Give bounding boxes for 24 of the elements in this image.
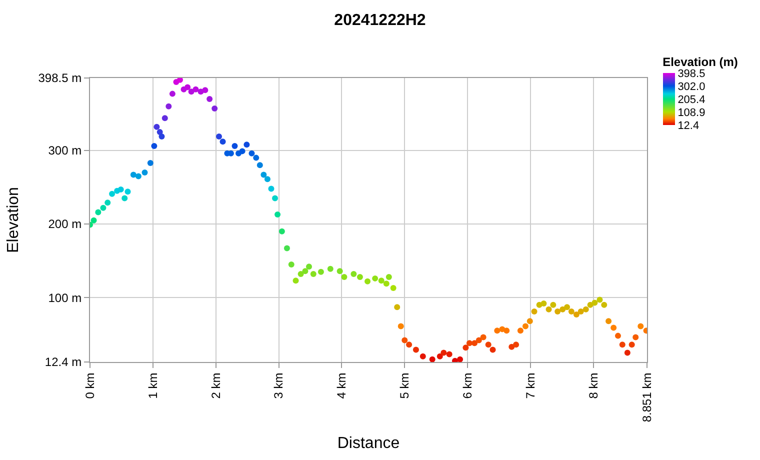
x-axis-title: Distance xyxy=(337,434,400,452)
y-tick-label: 100 m xyxy=(48,290,82,305)
x-tick-label: 5 km xyxy=(398,372,412,399)
x-tick-label: 2 km xyxy=(208,372,223,399)
color-bar-label: 12.4 xyxy=(678,120,700,132)
color-bar-title: Elevation (m) xyxy=(662,54,738,69)
x-tick-label: 8.851 km xyxy=(640,372,654,422)
x-tick-label: 7 km xyxy=(523,372,538,399)
y-tick-label: 398.5 m xyxy=(38,71,82,86)
y-tick-label: 300 m xyxy=(48,144,82,158)
color-bar-label: 398.5 xyxy=(678,68,706,80)
x-tick-label: 8 km xyxy=(586,372,600,399)
chart-title: 20241222H2 xyxy=(334,12,426,29)
color-bar-label: 302.0 xyxy=(678,80,706,93)
x-tick-label: 1 km xyxy=(146,372,160,399)
color-bar-label: 108.9 xyxy=(678,106,706,119)
y-tick-label: 12.4 m xyxy=(44,355,82,370)
x-tick-label: 3 km xyxy=(272,372,286,399)
x-tick-label: 6 km xyxy=(460,372,474,399)
color-bar-label: 205.4 xyxy=(678,94,706,106)
x-tick-label: 4 km xyxy=(334,372,349,399)
y-tick-label: 200 m xyxy=(48,217,82,232)
x-tick-label: 0 km xyxy=(82,372,97,399)
y-axis-title: Elevation xyxy=(5,187,22,253)
